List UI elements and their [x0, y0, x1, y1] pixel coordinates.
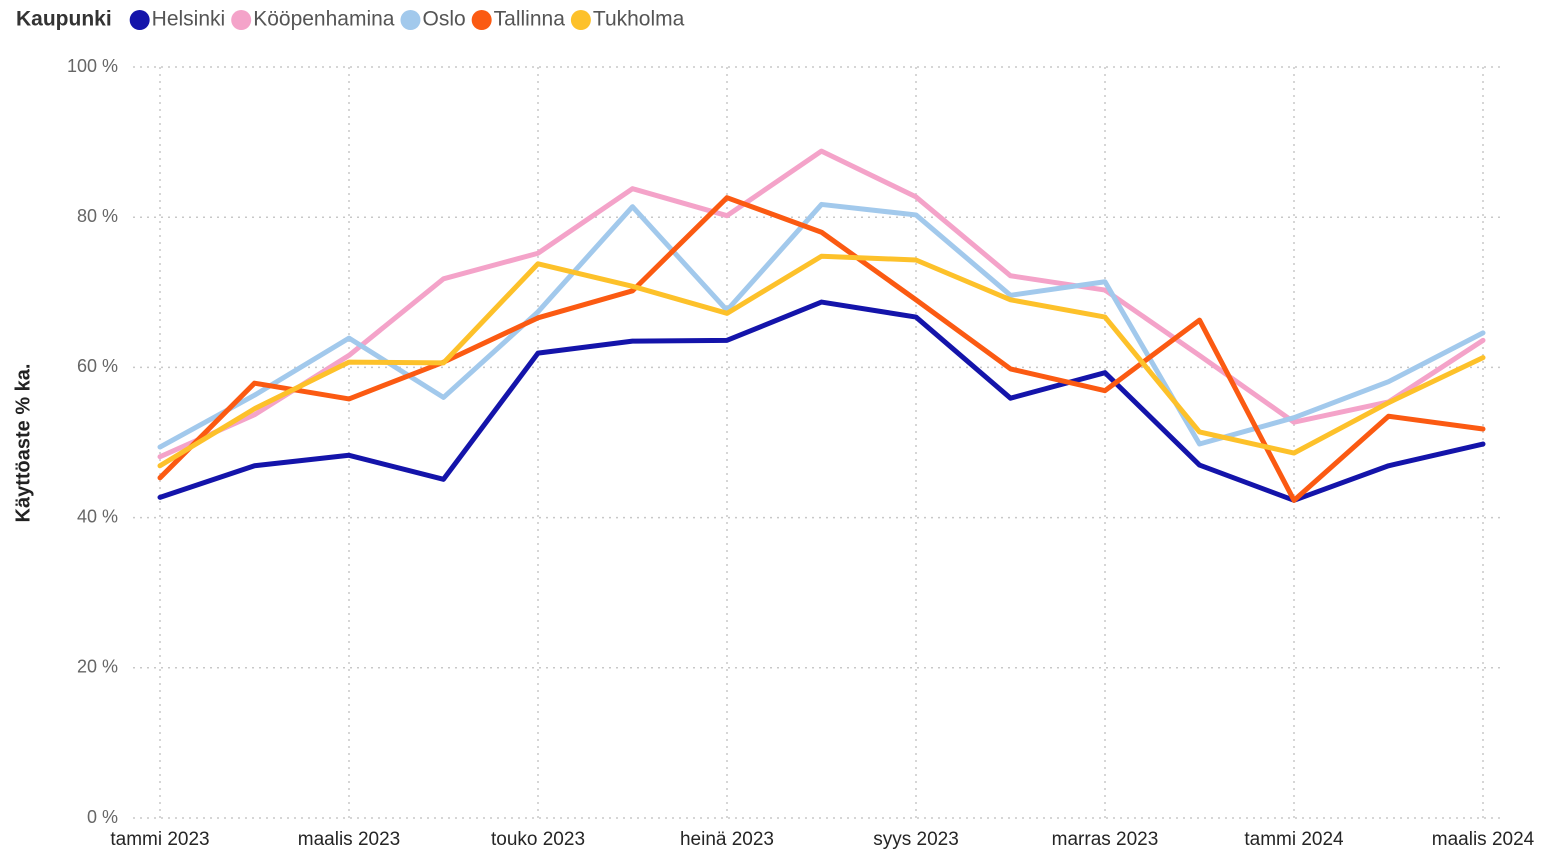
line	[157, 148, 1486, 460]
y-tick-label: 40 %	[77, 506, 118, 526]
line	[157, 201, 1486, 450]
x-tick-label: touko 2023	[491, 829, 585, 850]
y-tick-label: 20 %	[77, 657, 118, 677]
x-tick-label: syys 2023	[873, 829, 959, 850]
legend-marker	[570, 10, 591, 30]
x-tick-label: marras 2023	[1052, 829, 1159, 850]
line	[157, 299, 1486, 503]
line	[157, 195, 1486, 503]
x-tick-label: heinä 2023	[680, 829, 774, 850]
y-tick-label: 0 %	[87, 807, 118, 827]
legend-label: Tukholma	[593, 8, 685, 31]
x-tick-label: tammi 2023	[110, 829, 209, 850]
legend-title: Kaupunki	[16, 8, 112, 31]
y-tick-label: 60 %	[77, 356, 118, 376]
x-tick-label: tammi 2024	[1244, 829, 1344, 850]
y-tick-label: 100 %	[67, 56, 118, 76]
y-tick-label: 80 %	[77, 206, 118, 226]
legend-marker	[400, 10, 421, 30]
legend-label: Oslo	[422, 8, 465, 31]
x-tick-label: maalis 2024	[1432, 829, 1535, 850]
legend-label: Kööpenhamina	[253, 8, 395, 31]
x-tick-label: maalis 2023	[298, 829, 400, 850]
legend-marker	[471, 10, 492, 30]
legend-marker	[231, 10, 252, 30]
legend-label: Tallinna	[494, 8, 566, 31]
legend-label: Helsinki	[152, 8, 226, 31]
y-axis-label: Käyttöaste % ka.	[12, 364, 34, 523]
line	[157, 253, 1486, 469]
legend-marker	[129, 10, 150, 30]
